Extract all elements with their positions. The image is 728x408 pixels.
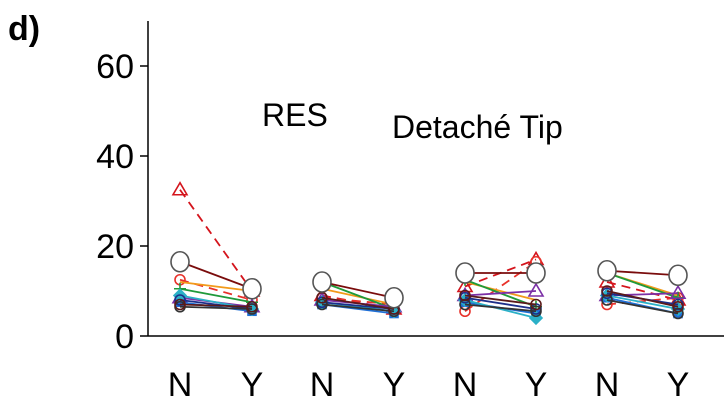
series-segment bbox=[606, 294, 679, 310]
data-point bbox=[170, 250, 190, 273]
series-segment bbox=[179, 301, 253, 313]
series-segment bbox=[321, 303, 395, 313]
data-point bbox=[669, 284, 687, 300]
data-point bbox=[672, 307, 684, 320]
data-point bbox=[246, 300, 258, 313]
series-segment bbox=[179, 260, 253, 290]
y-tick-label: 40 bbox=[96, 138, 134, 176]
series-segment bbox=[464, 303, 537, 313]
data-point bbox=[455, 262, 475, 284]
data-point bbox=[672, 300, 684, 313]
data-point bbox=[601, 294, 613, 306]
series-segment bbox=[179, 281, 253, 292]
series-segment bbox=[606, 269, 679, 277]
series-segment bbox=[179, 299, 253, 310]
series-segment bbox=[321, 296, 395, 310]
series-segment bbox=[606, 296, 679, 306]
data-point bbox=[530, 305, 542, 318]
series-segment bbox=[321, 296, 395, 306]
series-segment bbox=[464, 294, 537, 306]
data-point bbox=[316, 298, 328, 311]
series-segment bbox=[464, 296, 537, 310]
data-point bbox=[459, 298, 471, 311]
y-tick-label: 0 bbox=[115, 318, 134, 356]
series-segment bbox=[321, 281, 395, 310]
axes: 0 20 40 60 bbox=[96, 21, 724, 356]
series-segment bbox=[321, 281, 395, 299]
series-segment bbox=[321, 287, 395, 306]
annotation-res: RES bbox=[262, 97, 328, 133]
data-point bbox=[459, 289, 471, 302]
series-10 bbox=[174, 285, 684, 315]
data-point bbox=[526, 262, 546, 284]
data-point bbox=[171, 181, 189, 196]
series-segment bbox=[606, 290, 679, 308]
annotation-detache-tip: Detaché Tip bbox=[392, 109, 563, 145]
y-tick-label: 20 bbox=[96, 228, 134, 266]
data-point bbox=[242, 277, 262, 300]
series-segment bbox=[464, 290, 537, 297]
series-segment bbox=[179, 303, 253, 308]
series-segment bbox=[606, 299, 679, 315]
data-point bbox=[312, 271, 332, 293]
data-point bbox=[668, 264, 688, 287]
series-segment bbox=[179, 287, 253, 304]
data-point bbox=[597, 259, 617, 282]
data-point bbox=[527, 282, 545, 297]
series-segment bbox=[179, 278, 253, 301]
x-tick-label: Y bbox=[525, 366, 548, 404]
series-layer bbox=[170, 181, 688, 326]
x-tick-label: N bbox=[310, 366, 335, 404]
y-tick-label: 60 bbox=[96, 48, 134, 86]
data-point bbox=[384, 286, 404, 309]
series-segment bbox=[179, 305, 253, 310]
series-0 bbox=[170, 250, 688, 309]
x-tick-label: N bbox=[453, 366, 478, 404]
series-segment bbox=[464, 299, 537, 319]
x-tick-label: Y bbox=[383, 366, 406, 404]
data-point bbox=[530, 298, 542, 311]
series-9 bbox=[174, 294, 684, 320]
x-tick-label: N bbox=[168, 366, 193, 404]
x-tick-label: Y bbox=[667, 366, 690, 404]
data-point bbox=[601, 285, 613, 297]
data-point bbox=[456, 277, 474, 293]
x-tick-label: Y bbox=[241, 366, 264, 404]
series-segment bbox=[606, 281, 679, 301]
series-segment bbox=[179, 189, 253, 292]
x-tick-label: N bbox=[595, 366, 620, 404]
data-point bbox=[174, 298, 186, 311]
panel-label: d) bbox=[8, 10, 40, 48]
